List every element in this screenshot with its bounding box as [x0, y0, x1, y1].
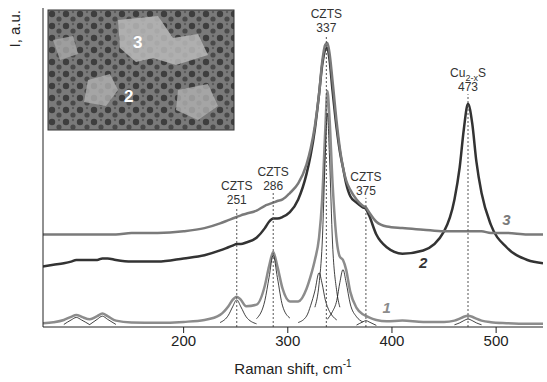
svg-text:400: 400 — [379, 332, 404, 349]
svg-text:337: 337 — [316, 21, 336, 35]
svg-text:300: 300 — [275, 332, 300, 349]
svg-text:CZTS: CZTS — [221, 179, 252, 193]
svg-text:286: 286 — [263, 179, 283, 193]
svg-text:CZTS: CZTS — [311, 7, 342, 21]
svg-text:3: 3 — [502, 211, 511, 228]
svg-text:375: 375 — [356, 184, 376, 198]
svg-text:CZTS: CZTS — [258, 165, 289, 179]
svg-text:Cu2-xS: Cu2-xS — [450, 66, 486, 84]
svg-text:473: 473 — [458, 80, 478, 94]
svg-text:251: 251 — [227, 193, 247, 207]
svg-text:CZTS: CZTS — [350, 170, 381, 184]
svg-text:Raman shift, cm-1: Raman shift, cm-1 — [234, 358, 352, 377]
svg-text:1: 1 — [383, 299, 391, 316]
svg-text:2: 2 — [124, 87, 133, 106]
svg-text:3: 3 — [133, 33, 142, 52]
svg-text:2: 2 — [418, 254, 428, 271]
svg-text:I, a.u.: I, a.u. — [6, 10, 23, 48]
svg-text:500: 500 — [484, 332, 509, 349]
svg-text:200: 200 — [171, 332, 196, 349]
